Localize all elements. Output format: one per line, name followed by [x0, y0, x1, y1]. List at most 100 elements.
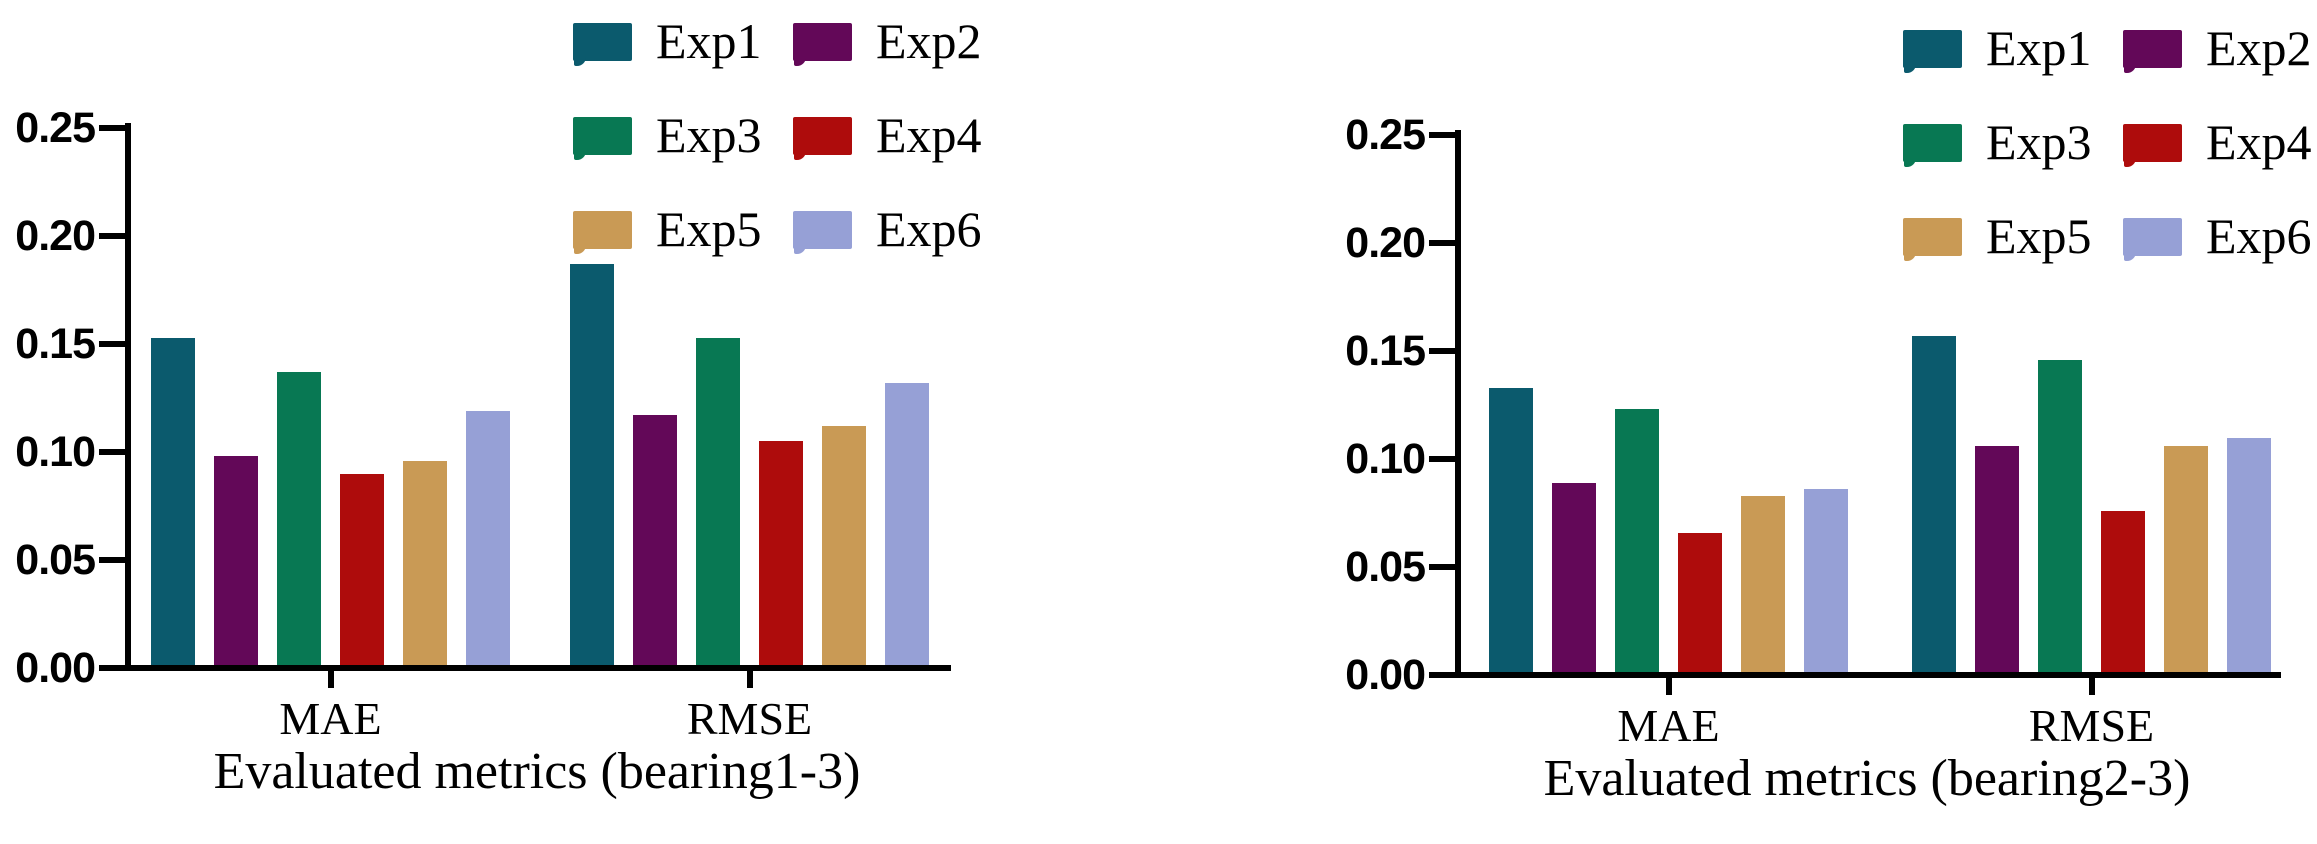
- legend-label-exp3: Exp3: [1986, 114, 2092, 170]
- legend-label-exp2: Exp2: [2206, 20, 2312, 76]
- bar-exp4-rmse: [2101, 511, 2145, 673]
- bar-exp2-mae: [1552, 483, 1596, 673]
- legend-swatch-exp3-icon: [573, 116, 632, 160]
- x-axis: [1455, 672, 2281, 678]
- legend-item-exp3: Exp3: [1903, 114, 2123, 170]
- y-tick-0.05: [1429, 564, 1456, 570]
- bar-exp3-mae: [1615, 409, 1659, 673]
- y-tick-0.10: [99, 449, 126, 455]
- legend-item-exp1: Exp1: [1903, 20, 2123, 76]
- x-axis-title: Evaluated metrics (bearing1-3): [213, 743, 861, 800]
- y-tick-label-0.25: 0.25: [15, 104, 96, 152]
- bar-exp3-mae: [277, 372, 321, 666]
- legend-swatch-exp3-icon: [1903, 123, 1962, 167]
- legend: Exp1 Exp2 Exp3 Exp4 Exp5 Exp6: [573, 13, 1033, 257]
- y-tick-0.00: [99, 665, 126, 671]
- y-tick-label-0.00: 0.00: [1345, 651, 1426, 699]
- legend-swatch-exp1-icon: [573, 22, 632, 66]
- y-tick-0.25: [99, 125, 126, 131]
- x-tick-mae: [327, 671, 334, 688]
- y-tick-label-0.10: 0.10: [1345, 435, 1426, 483]
- bar-exp3-rmse: [2038, 360, 2082, 673]
- legend-label-exp1: Exp1: [1986, 20, 2092, 76]
- chart-bearing2-3: Exp1 Exp2 Exp3 Exp4 Exp5 Exp6 0.00 0.05 0.10 0.1…: [1330, 7, 2317, 844]
- legend-label-exp5: Exp5: [656, 201, 762, 257]
- y-tick-0.00: [1429, 672, 1456, 678]
- y-axis: [1455, 130, 1461, 678]
- y-tick-0.10: [1429, 456, 1456, 462]
- legend-label-exp4: Exp4: [2206, 114, 2312, 170]
- legend-label-exp4: Exp4: [876, 107, 982, 163]
- legend-swatch-exp5-icon: [573, 210, 632, 254]
- legend-label-exp5: Exp5: [1986, 208, 2092, 264]
- bar-group-rmse: [1912, 336, 2271, 673]
- legend-swatch-exp6-icon: [793, 210, 852, 254]
- legend-item-exp4: Exp4: [793, 107, 1033, 163]
- category-label-mae: MAE: [279, 693, 382, 744]
- legend-item-exp2: Exp2: [2123, 20, 2317, 76]
- y-tick-0.15: [1429, 348, 1456, 354]
- legend-swatch-exp1-icon: [1903, 29, 1962, 73]
- y-tick-label-0.15: 0.15: [15, 320, 96, 368]
- y-tick-0.15: [99, 341, 126, 347]
- x-tick-mae: [1665, 678, 1672, 695]
- x-axis: [125, 665, 951, 671]
- bar-exp5-mae: [1741, 496, 1785, 673]
- legend-swatch-exp6-icon: [2123, 217, 2182, 261]
- bar-exp5-rmse: [822, 426, 866, 666]
- y-tick-label-0.20: 0.20: [1345, 219, 1426, 267]
- bar-group-rmse: [570, 264, 929, 666]
- bar-exp6-mae: [1804, 489, 1848, 673]
- bar-exp5-mae: [403, 461, 447, 666]
- x-tick-rmse: [2088, 678, 2095, 695]
- y-tick-label-0.25: 0.25: [1345, 111, 1426, 159]
- y-tick-label-0.20: 0.20: [15, 212, 96, 260]
- legend-item-exp1: Exp1: [573, 13, 793, 69]
- legend-item-exp5: Exp5: [1903, 208, 2123, 264]
- y-axis: [125, 123, 131, 671]
- bar-exp2-rmse: [633, 415, 677, 666]
- bar-exp6-rmse: [2227, 438, 2271, 673]
- category-label-rmse: RMSE: [2028, 700, 2155, 751]
- legend-item-exp6: Exp6: [2123, 208, 2317, 264]
- y-tick-0.20: [1429, 240, 1456, 246]
- plot-area: [131, 126, 951, 666]
- bar-exp1-mae: [151, 338, 195, 666]
- legend-item-exp4: Exp4: [2123, 114, 2317, 170]
- y-tick-0.25: [1429, 132, 1456, 138]
- bar-exp1-rmse: [570, 264, 614, 666]
- bar-exp4-rmse: [759, 441, 803, 666]
- x-axis-title: Evaluated metrics (bearing2-3): [1543, 750, 2191, 807]
- bar-exp4-mae: [340, 474, 384, 666]
- bar-exp6-rmse: [885, 383, 929, 666]
- legend-label-exp6: Exp6: [2206, 208, 2312, 264]
- bar-group-mae: [1489, 388, 1848, 673]
- legend-swatch-exp4-icon: [2123, 123, 2182, 167]
- legend-item-exp5: Exp5: [573, 201, 793, 257]
- y-tick-label-0.15: 0.15: [1345, 327, 1426, 375]
- y-tick-label-0.00: 0.00: [15, 644, 96, 692]
- plot-area: [1461, 133, 2281, 673]
- y-tick-label-0.05: 0.05: [1345, 543, 1426, 591]
- legend-item-exp3: Exp3: [573, 107, 793, 163]
- legend-swatch-exp2-icon: [793, 22, 852, 66]
- legend-item-exp2: Exp2: [793, 13, 1033, 69]
- bar-group-mae: [151, 338, 510, 666]
- legend-swatch-exp5-icon: [1903, 217, 1962, 261]
- bar-exp1-rmse: [1912, 336, 1956, 673]
- category-label-mae: MAE: [1617, 700, 1720, 751]
- chart-bearing1-3: Exp1 Exp2 Exp3 Exp4 Exp5 Exp6 0.00 0.05 0.10 0.1…: [0, 0, 1010, 844]
- bar-exp6-mae: [466, 411, 510, 666]
- legend-item-exp6: Exp6: [793, 201, 1033, 257]
- bar-exp2-rmse: [1975, 446, 2019, 673]
- category-label-rmse: RMSE: [686, 693, 813, 744]
- y-tick-label-0.05: 0.05: [15, 536, 96, 584]
- bar-exp5-rmse: [2164, 446, 2208, 673]
- legend-label-exp1: Exp1: [656, 13, 762, 69]
- legend-label-exp6: Exp6: [876, 201, 982, 257]
- legend: Exp1 Exp2 Exp3 Exp4 Exp5 Exp6: [1903, 20, 2317, 264]
- legend-label-exp2: Exp2: [876, 13, 982, 69]
- legend-label-exp3: Exp3: [656, 107, 762, 163]
- bar-exp4-mae: [1678, 533, 1722, 673]
